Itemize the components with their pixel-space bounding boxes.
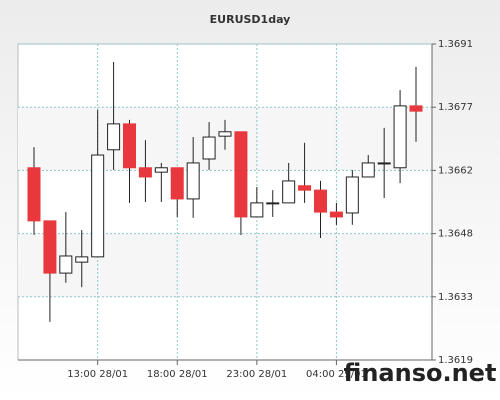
candle-body — [361, 162, 375, 178]
candle-body — [202, 136, 216, 160]
y-tick-label: 1.3691 — [438, 39, 473, 50]
y-tick-label: 1.3619 — [438, 355, 473, 366]
watermark: finanso.net — [344, 359, 497, 387]
candle-body — [27, 167, 41, 222]
candle-body — [250, 202, 264, 218]
candle-body — [282, 180, 296, 204]
y-tick-label: 1.3633 — [438, 292, 473, 303]
candle-body — [314, 189, 327, 213]
x-tick-label: 13:00 28/01 — [67, 369, 128, 380]
candle-body — [393, 105, 407, 169]
candle-body — [138, 167, 152, 178]
y-tick-label: 1.3648 — [438, 229, 473, 240]
plot-layer: 1.3619 1.3633 1.3648 1.3662 1.3677 1.3691 13:0… — [18, 39, 473, 380]
candle-body — [91, 154, 105, 258]
candle-body — [59, 255, 73, 274]
candle-body — [75, 256, 89, 263]
candle-body — [266, 202, 280, 205]
y-tick-label: 1.3677 — [438, 102, 473, 113]
candle-body — [409, 105, 423, 112]
candle-body — [298, 185, 312, 191]
candle-body — [329, 211, 343, 218]
chart-title: EURUSD1day — [210, 13, 291, 26]
candle-body — [107, 123, 121, 151]
x-tick-label: 18:00 28/01 — [147, 369, 208, 380]
candle-body — [345, 176, 359, 214]
x-tick-label: 23:00 28/01 — [226, 369, 287, 380]
y-tick-label: 1.3662 — [438, 165, 473, 176]
candle-body — [154, 167, 168, 173]
candle-body — [43, 220, 57, 274]
candle-body — [123, 123, 136, 169]
candle-body — [234, 131, 248, 218]
candle-body — [170, 167, 184, 200]
candle-body — [186, 162, 200, 200]
x-tick-label: 04:00 29/01 — [306, 369, 367, 380]
candle-body — [377, 162, 391, 165]
plot-band — [18, 233, 432, 297]
plot-area — [17, 43, 433, 361]
candle-body — [218, 131, 232, 137]
